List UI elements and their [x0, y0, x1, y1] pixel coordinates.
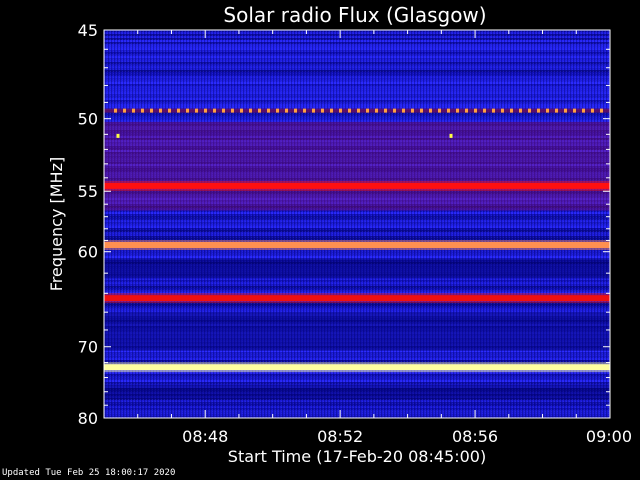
x-tick-label-08:52: 08:52	[317, 427, 363, 446]
y-tick-label-60: 60	[78, 243, 98, 262]
x-axis-label: Start Time (17-Feb-20 08:45:00)	[228, 447, 486, 466]
band-3	[104, 295, 610, 302]
x-axis: 08:48 08:52 08:56 09:00	[137, 30, 632, 446]
y-axis: 45 50 55 60 70 80	[78, 21, 610, 428]
red-region	[104, 121, 610, 211]
band-2	[104, 241, 610, 248]
y-tick-label-45: 45	[78, 21, 98, 40]
band-4	[104, 364, 610, 371]
plot-area	[103, 29, 611, 419]
band-1	[104, 182, 610, 189]
y-tick-label-80: 80	[78, 409, 98, 428]
spike-0	[116, 133, 120, 138]
dark-zone-2	[104, 384, 610, 399]
x-tick-label-08:48: 08:48	[182, 427, 228, 446]
dark-zone-0	[104, 258, 610, 279]
spike-1	[449, 133, 453, 138]
band-0	[104, 108, 610, 113]
update-timestamp: Updated Tue Feb 25 18:00:17 2020	[2, 468, 176, 478]
y-tick-label-70: 70	[78, 338, 98, 357]
x-tick-label-09:00: 09:00	[586, 427, 632, 446]
chart-title: Solar radio Flux (Glasgow)	[223, 3, 486, 27]
y-axis-label: Frequency [MHz]	[47, 157, 66, 291]
x-tick-label-08:56: 08:56	[452, 427, 498, 446]
y-tick-label-55: 55	[78, 182, 98, 201]
plot-frame	[103, 29, 611, 419]
dark-zone-1	[104, 312, 610, 351]
y-tick-label-50: 50	[78, 110, 98, 129]
